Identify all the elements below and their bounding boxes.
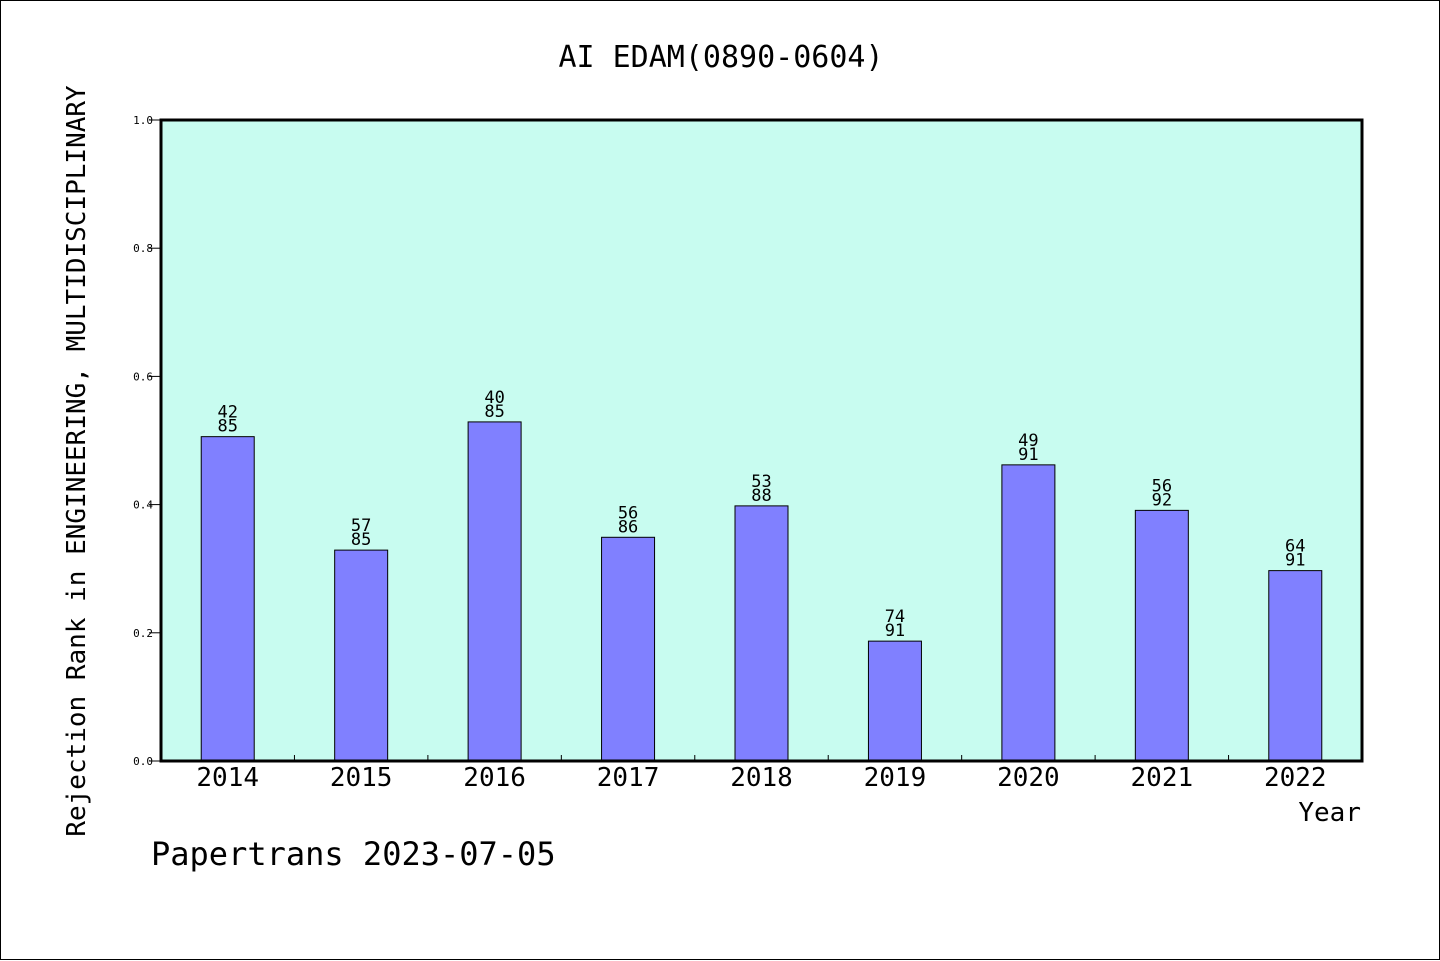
x-axis: 2014 2015 2016 2017 2018 2019 2020 2021 2022	[196, 755, 1327, 793]
bar-label-total: 91	[1018, 445, 1038, 465]
x-tick-label: 2015	[330, 763, 393, 793]
bar-label-rank: 57	[351, 516, 371, 536]
bar-2021	[1134, 509, 1189, 762]
y-axis: 0.0 0.2 0.4 0.6 0.8 1.0	[133, 114, 161, 768]
bar-label-rank: 74	[885, 607, 905, 627]
x-tick-label: 2017	[597, 763, 660, 793]
bar-2014	[200, 436, 255, 762]
x-tick-label: 2018	[730, 763, 793, 793]
y-axis-label: Rejection Rank in ENGINEERING, MULTIDISC…	[62, 85, 92, 837]
x-axis-label: Year	[1298, 798, 1361, 828]
x-tick-label: 2021	[1131, 763, 1194, 793]
x-tick-label: 2016	[463, 763, 526, 793]
bar-label-total: 91	[885, 621, 905, 641]
x-tick-label: 2022	[1264, 763, 1327, 793]
bar-label-rank: 64	[1285, 537, 1305, 557]
y-tick-label: 0.6	[133, 370, 153, 383]
y-tick-label: 0.2	[133, 627, 153, 640]
bar-label-rank: 56	[618, 503, 638, 523]
bar-2016	[467, 421, 522, 762]
x-tick-label: 2020	[997, 763, 1060, 793]
plot-border	[159, 118, 1364, 763]
bar-label-rank: 49	[1018, 431, 1038, 451]
y-tick-label: 0.4	[133, 499, 153, 512]
bar-2015	[334, 549, 389, 762]
bar-label-total: 85	[484, 402, 504, 422]
bars-group	[200, 421, 1323, 762]
y-tick-label: 1.0	[133, 114, 153, 127]
bar-label-rank: 56	[1152, 476, 1172, 496]
bar-label-total: 85	[351, 530, 371, 550]
y-tick-label: 0.0	[133, 755, 153, 768]
bar-2020	[1001, 464, 1056, 762]
bar-label-total: 91	[1285, 551, 1305, 571]
bar-2017	[601, 536, 656, 762]
bar-label-total: 86	[618, 517, 638, 537]
bar-label-total: 92	[1152, 490, 1172, 510]
chart-title: AI EDAM(0890-0604)	[558, 40, 883, 75]
y-tick-label: 0.8	[133, 242, 153, 255]
bar-2019	[867, 640, 922, 762]
bar-label-rank: 53	[751, 472, 771, 492]
bar-2022	[1268, 570, 1323, 762]
x-tick-label: 2019	[864, 763, 927, 793]
x-tick-label: 2014	[196, 763, 259, 793]
bar-label-total: 85	[217, 417, 237, 437]
bar-label-total: 88	[751, 486, 771, 506]
bar-2018	[734, 505, 789, 762]
bar-label-rank: 42	[217, 403, 237, 423]
footer-credit: Papertrans 2023-07-05	[151, 835, 556, 873]
bar-label-rank: 40	[484, 388, 504, 408]
